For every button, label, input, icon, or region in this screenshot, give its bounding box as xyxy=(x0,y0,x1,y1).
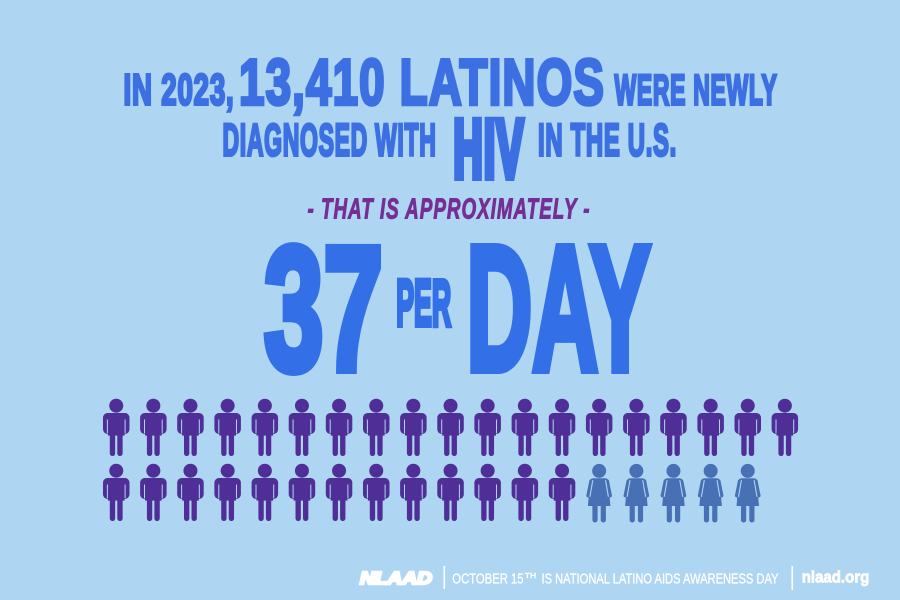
svg-text:PER: PER xyxy=(396,267,451,340)
svg-text:NLAAD: NLAAD xyxy=(360,568,433,588)
svg-text:13,410 LATINOS: 13,410 LATINOS xyxy=(239,45,605,118)
svg-text:nlaad.org: nlaad.org xyxy=(802,568,870,587)
svg-text:IN 2023,: IN 2023, xyxy=(124,67,235,115)
svg-text:DAY: DAY xyxy=(467,209,651,408)
svg-text:37: 37 xyxy=(264,212,383,408)
svg-text:- THAT IS APPROXIMATELY -: - THAT IS APPROXIMATELY - xyxy=(308,194,591,226)
svg-text:IS NATIONAL LATINO AIDS AWAREN: IS NATIONAL LATINO AIDS AWARENESS DAY xyxy=(542,572,779,588)
svg-text:DIAGNOSED WITH: DIAGNOSED WITH xyxy=(223,115,437,166)
svg-text:OCTOBER 15: OCTOBER 15 xyxy=(452,572,523,588)
svg-text:TH: TH xyxy=(525,571,536,580)
svg-text:HIV: HIV xyxy=(454,104,525,195)
svg-text:WERE NEWLY: WERE NEWLY xyxy=(615,67,778,115)
svg-text:IN THE U.S.: IN THE U.S. xyxy=(538,115,677,166)
